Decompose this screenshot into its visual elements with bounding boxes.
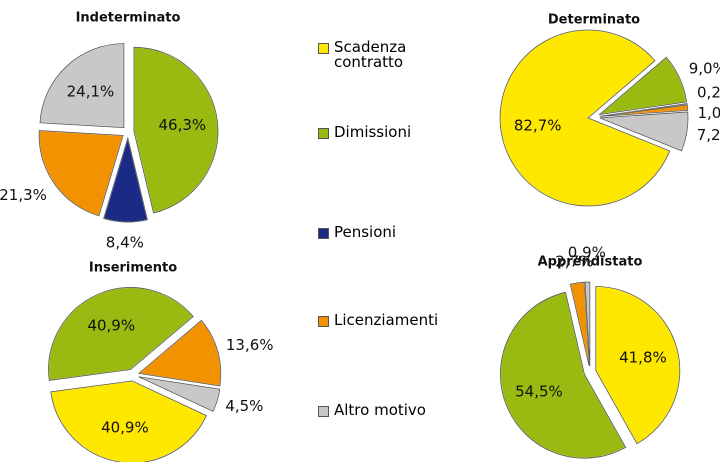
- data-label: 13,6%: [226, 336, 274, 354]
- chart-title: Determinato: [548, 13, 640, 28]
- pie-outline: [137, 319, 222, 387]
- pie-outline: [133, 46, 219, 214]
- pie-outline: [599, 104, 689, 117]
- legend-label: Scadenza contratto: [334, 38, 407, 71]
- pie-outline: [584, 281, 591, 367]
- chart-title: Inserimento: [89, 261, 177, 276]
- legend-label: Pensioni: [334, 223, 397, 241]
- legend-label: Dimissioni: [334, 123, 412, 141]
- pie-outline: [138, 376, 221, 412]
- pie-outline: [599, 111, 689, 152]
- legend-item: Scadenza contratto: [318, 40, 448, 70]
- data-label: 9,0%: [689, 60, 720, 78]
- pie-outline: [598, 56, 688, 116]
- legend-item: Pensioni: [318, 225, 448, 240]
- legend-item: Dimissioni: [318, 125, 448, 140]
- data-label: 7,2%: [697, 126, 720, 144]
- legend-swatch: [318, 43, 329, 54]
- legend-label: Altro motivo: [334, 401, 426, 419]
- data-label: 82,7%: [514, 117, 562, 135]
- pie-outline: [38, 130, 124, 217]
- data-label: 0,2%: [697, 84, 720, 102]
- legend-item: Licenziamenti: [318, 313, 448, 328]
- data-label: 24,1%: [67, 83, 115, 101]
- legend-item: Altro motivo: [318, 403, 448, 418]
- data-label: 2,7%: [555, 253, 593, 271]
- data-label: 54,5%: [515, 382, 563, 400]
- pie-outline: [569, 281, 590, 367]
- data-label: 4,5%: [225, 397, 263, 415]
- legend-swatch: [318, 128, 329, 139]
- legend-swatch: [318, 406, 329, 417]
- pie-outline: [48, 287, 194, 381]
- pie-outline: [39, 43, 125, 129]
- chart-title: Indeterminato: [76, 11, 181, 26]
- data-label: 41,8%: [619, 349, 667, 367]
- legend-label: Licenziamenti: [334, 311, 439, 329]
- legend-swatch: [318, 316, 329, 327]
- data-label: 0,9%: [568, 244, 606, 262]
- pie-outline: [103, 136, 148, 223]
- pie-outline: [500, 291, 627, 459]
- data-label: 21,3%: [0, 186, 47, 204]
- data-label: 40,9%: [101, 418, 149, 436]
- pie-outline: [595, 286, 681, 445]
- pie-outline: [499, 29, 671, 207]
- data-label: 46,3%: [159, 116, 207, 134]
- chart-title: Apprendistato: [538, 255, 643, 270]
- legend-swatch: [318, 228, 329, 239]
- data-label: 40,9%: [87, 317, 135, 335]
- data-label: 8,4%: [106, 233, 144, 251]
- data-label: 1,0%: [697, 104, 720, 122]
